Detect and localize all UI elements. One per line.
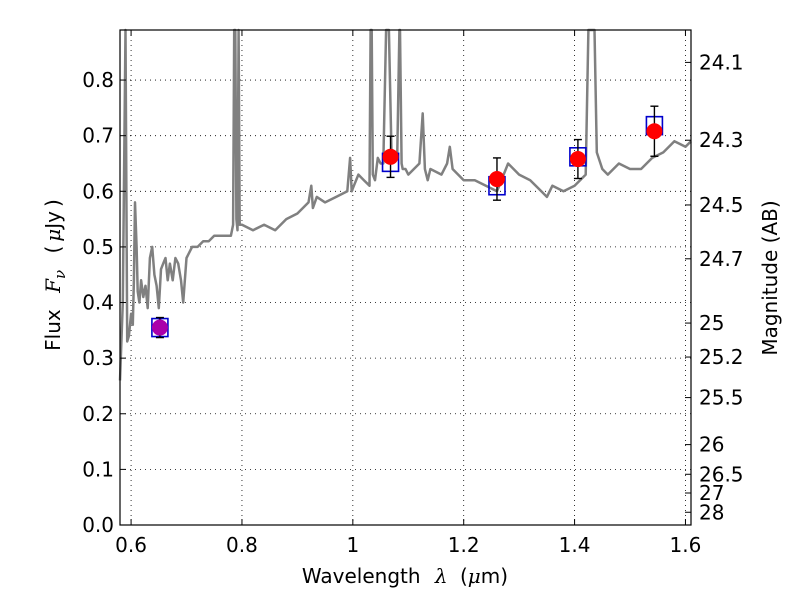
- y-axis-ticks: 0.0 0.1 0.2 0.3 0.4 0.5 0.6 0.7 0.8: [82, 68, 126, 537]
- observed-photometry-point: [488, 171, 505, 188]
- y-tick-label: 0.5: [82, 235, 114, 259]
- y-tick-label: 0.8: [82, 68, 114, 92]
- observed-photometry-point: [646, 123, 663, 140]
- y-tick-label: 0.3: [82, 346, 114, 370]
- y2-tick-label: 24.5: [699, 193, 744, 217]
- y2-tick-label: 28: [699, 500, 724, 524]
- y-axis-title: Flux Fν (μJy): [41, 199, 70, 351]
- y2-tick-label: 26: [699, 433, 724, 457]
- x-axis-ticks: 0.6 0.8 1 1.2 1.4 1.6: [115, 30, 701, 557]
- y-tick-label: 0.7: [82, 124, 114, 148]
- y2-tick-label: 25.5: [699, 386, 744, 410]
- y2-tick-label: 25.2: [699, 345, 744, 369]
- y2-tick-label: 25: [699, 311, 724, 335]
- y2-tick-label: 24.1: [699, 50, 744, 74]
- y-tick-label: 0.1: [82, 457, 114, 481]
- x-tick-label: 1.6: [670, 533, 702, 557]
- observed-photometry-point: [382, 148, 399, 165]
- x-tick-label: 0.8: [226, 533, 258, 557]
- y-tick-label: 0.6: [82, 179, 114, 203]
- y-tick-label: 0.4: [82, 291, 114, 315]
- y2-tick-label: 24.3: [699, 128, 744, 152]
- grid-lines: [120, 30, 691, 526]
- x-tick-label: 1.2: [448, 533, 480, 557]
- y2-axis-title: Magnitude (AB): [758, 200, 782, 355]
- y-tick-label: 0.0: [82, 513, 114, 537]
- x-axis-title: Wavelength λ (μm): [302, 564, 508, 588]
- plot-frame: [119, 29, 692, 526]
- observed-photometry-point: [151, 319, 168, 336]
- y2-tick-label: 26.5: [699, 462, 744, 486]
- y2-tick-label: 24.7: [699, 247, 744, 271]
- x-tick-label: 0.6: [115, 533, 147, 557]
- spectrum-line: [118, 28, 692, 381]
- observed-photometry-point: [569, 151, 586, 168]
- photometry-points: [151, 105, 664, 339]
- plot-background: [120, 30, 691, 525]
- x-tick-label: 1: [346, 533, 359, 557]
- model-spectrum: [118, 28, 692, 381]
- x-tick-label: 1.4: [559, 533, 591, 557]
- y-tick-label: 0.2: [82, 402, 114, 426]
- y2-tick-label: 27: [699, 481, 724, 505]
